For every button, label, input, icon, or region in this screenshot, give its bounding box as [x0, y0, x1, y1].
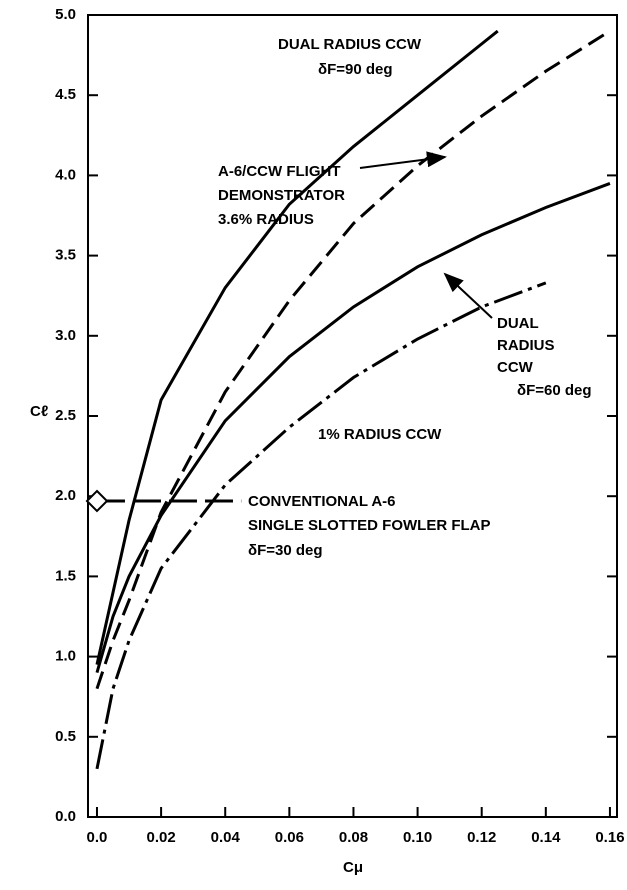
annotation: RADIUS: [497, 337, 555, 354]
x-tick-label: 0.04: [211, 829, 241, 846]
y-tick-label: 3.0: [55, 327, 76, 344]
annotation: 3.6% RADIUS: [218, 211, 314, 228]
annotation: DUAL: [497, 315, 539, 332]
annotation: CONVENTIONAL A-6: [248, 493, 396, 510]
x-tick-label: 0.06: [275, 829, 304, 846]
annotation: CCW: [497, 359, 534, 376]
series-line: [95, 281, 547, 770]
y-tick-label: 3.5: [55, 247, 76, 264]
annotation: DEMONSTRATOR: [218, 187, 345, 204]
arrow: [443, 272, 493, 319]
y-tick-label: 0.5: [55, 728, 76, 745]
x-tick-label: 0.08: [339, 829, 368, 846]
x-tick-label: 0.02: [146, 829, 175, 846]
x-axis-label: Cμ: [343, 859, 363, 876]
diamond-marker: [85, 489, 109, 513]
y-tick-label: 1.5: [55, 567, 76, 584]
annotation: DUAL RADIUS CCW: [278, 36, 422, 53]
arrow: [359, 151, 447, 169]
x-tick-label: 0.12: [467, 829, 496, 846]
plot-frame: [87, 14, 618, 818]
y-tick-label: 2.5: [55, 407, 76, 424]
y-tick-label: 5.0: [55, 6, 76, 23]
annotation: SINGLE SLOTTED FOWLER FLAP: [248, 517, 491, 534]
y-tick-label: 4.5: [55, 86, 76, 103]
y-tick-label: 4.0: [55, 166, 76, 183]
annotation: δF=90 deg: [318, 61, 393, 78]
series-line: [95, 182, 611, 674]
y-tick-label: 2.0: [55, 487, 76, 504]
annotation: δF=30 deg: [248, 542, 323, 559]
y-tick-label: 0.0: [55, 808, 76, 825]
series-line: [95, 29, 499, 665]
x-tick-label: 0.14: [531, 829, 561, 846]
annotation: 1% RADIUS CCW: [318, 426, 442, 443]
y-axis-label: Cℓ: [30, 403, 48, 420]
x-tick-label: 0.0: [87, 829, 108, 846]
x-tick-label: 0.10: [403, 829, 432, 846]
y-tick-label: 1.0: [55, 648, 76, 665]
annotation: δF=60 deg: [517, 382, 592, 399]
x-tick-label: 0.16: [595, 829, 624, 846]
series-line: [95, 29, 611, 690]
annotation: A-6/CCW FLIGHT: [218, 163, 340, 180]
